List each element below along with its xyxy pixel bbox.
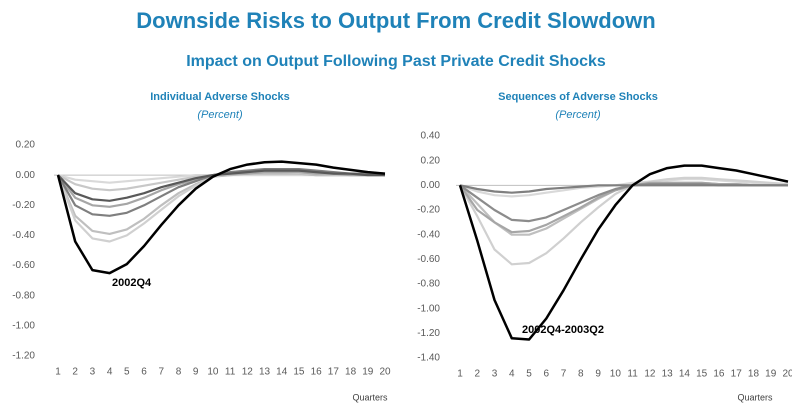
panel-subtitle: (Percent) [555, 109, 601, 121]
x-tick-label: 12 [644, 369, 656, 380]
x-tick-label: 12 [242, 367, 254, 378]
page-subtitle: Impact on Output Following Past Private … [186, 53, 606, 70]
y-tick-label: -0.60 [417, 254, 440, 265]
y-tick-label: -0.80 [12, 290, 35, 301]
x-tick-label: 1 [55, 367, 61, 378]
x-tick-label: 13 [259, 367, 271, 378]
x-tick-label: 11 [627, 369, 638, 380]
x-tick-label: 4 [509, 369, 515, 380]
x-tick-label: 18 [748, 369, 760, 380]
x-tick-label: 15 [293, 367, 305, 378]
y-tick-label: -0.40 [417, 229, 440, 240]
x-tick-label: 14 [679, 369, 691, 380]
x-tick-label: 11 [225, 367, 236, 378]
x-tick-label: 7 [158, 367, 164, 378]
x-tick-label: 4 [107, 367, 113, 378]
y-tick-label: 0.00 [16, 170, 36, 181]
y-tick-label: 0.20 [421, 155, 441, 166]
x-tick-label: 8 [578, 369, 584, 380]
series-line [459, 184, 788, 194]
y-tick-label: -1.40 [417, 353, 440, 364]
x-tick-label: 17 [731, 369, 743, 380]
y-tick-label: -0.60 [12, 260, 35, 271]
y-tick-label: 0.40 [421, 131, 441, 142]
y-tick-label: 0.20 [16, 140, 36, 151]
series-line [56, 160, 386, 275]
y-tick-label: -1.00 [12, 320, 35, 331]
x-tick-label: 17 [328, 367, 340, 378]
x-tick-label: 9 [595, 369, 601, 380]
series-line [459, 178, 789, 198]
series-line [458, 164, 789, 341]
y-tick-label: -0.80 [417, 279, 440, 290]
panel-title: Individual Adverse Shocks [150, 91, 290, 103]
y-tick-label: -0.40 [12, 230, 35, 241]
x-tick-label: 10 [207, 367, 219, 378]
x-tick-label: 1 [457, 369, 463, 380]
x-tick-label: 15 [696, 369, 708, 380]
page-title: Downside Risks to Output From Credit Slo… [136, 8, 655, 33]
x-tick-label: 3 [492, 369, 498, 380]
x-tick-label: 2 [474, 369, 480, 380]
x-tick-label: 19 [765, 369, 777, 380]
x-tick-label: 6 [544, 369, 550, 380]
x-tick-label: 2 [72, 367, 78, 378]
x-tick-label: 10 [610, 369, 622, 380]
y-tick-label: -1.20 [12, 351, 35, 362]
x-tick-label: 5 [124, 367, 130, 378]
y-tick-label: 0.00 [421, 180, 441, 191]
panel-subtitle: (Percent) [197, 109, 243, 121]
panel-title: Sequences of Adverse Shocks [498, 91, 658, 103]
annotation: 2002Q4-2003Q2 [522, 324, 604, 336]
x-tick-label: 20 [782, 369, 792, 380]
x-tick-label: 16 [713, 369, 725, 380]
x-tick-label: 7 [561, 369, 567, 380]
x-tick-label: 9 [193, 367, 199, 378]
y-tick-label: -0.20 [417, 205, 440, 216]
annotation: 2002Q4 [112, 277, 152, 289]
x-tick-label: 8 [176, 367, 182, 378]
x-tick-label: 18 [345, 367, 357, 378]
x-tick-label: 13 [662, 369, 674, 380]
x-axis-label: Quarters [352, 392, 388, 402]
y-tick-label: -0.20 [12, 200, 35, 211]
x-tick-label: 5 [526, 369, 532, 380]
y-tick-label: -1.20 [417, 328, 440, 339]
x-tick-label: 20 [379, 367, 391, 378]
series-line [459, 176, 789, 266]
x-axis-label: Quarters [737, 392, 773, 402]
x-tick-label: 6 [141, 367, 147, 378]
series-line [57, 169, 385, 202]
x-tick-label: 16 [311, 367, 323, 378]
x-tick-label: 14 [276, 367, 288, 378]
y-tick-label: -1.00 [417, 303, 440, 314]
x-tick-label: 19 [362, 367, 374, 378]
x-tick-label: 3 [90, 367, 96, 378]
